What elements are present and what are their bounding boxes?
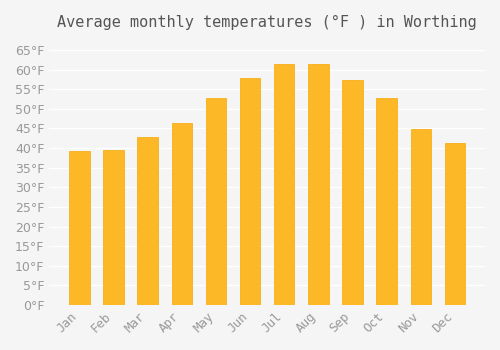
Bar <box>240 78 260 305</box>
Bar <box>69 151 89 305</box>
Bar <box>104 149 124 305</box>
Bar <box>206 98 226 305</box>
Bar <box>172 123 192 305</box>
Bar <box>274 64 294 305</box>
Bar <box>138 137 158 305</box>
Bar <box>342 80 363 305</box>
Title: Average monthly temperatures (°F ) in Worthing: Average monthly temperatures (°F ) in Wo… <box>58 15 477 30</box>
Bar <box>444 142 465 305</box>
Bar <box>308 64 328 305</box>
Bar <box>376 98 397 305</box>
Bar <box>410 129 431 305</box>
